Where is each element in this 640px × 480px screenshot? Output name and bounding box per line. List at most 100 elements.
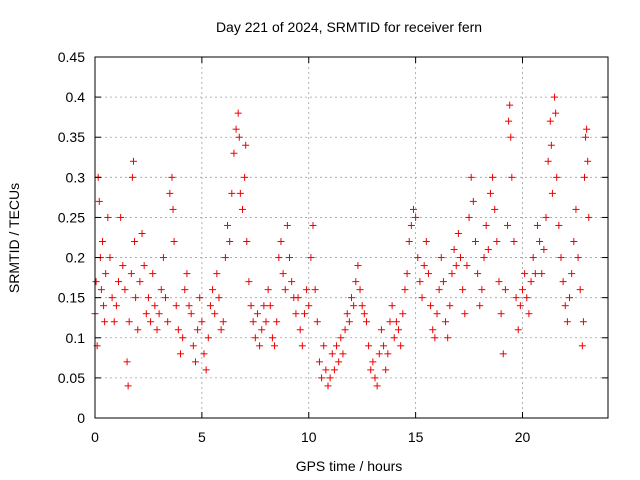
data-point: [360, 310, 368, 318]
data-point: [202, 366, 210, 374]
data-point: [121, 286, 129, 294]
data-point: [209, 286, 217, 294]
data-point: [219, 318, 227, 326]
x-tick-label: 15: [408, 429, 424, 445]
data-point: [238, 205, 246, 213]
data-point: [527, 278, 535, 286]
data-point: [232, 125, 240, 133]
data-point: [519, 286, 526, 294]
data-point: [583, 125, 591, 133]
data-point: [98, 238, 106, 246]
data-point: [97, 286, 105, 294]
data-point: [206, 302, 214, 310]
data-point: [448, 270, 456, 278]
data-point: [405, 238, 413, 246]
data-point: [403, 270, 411, 278]
data-point: [420, 262, 428, 270]
data-point: [194, 326, 202, 334]
data-point: [144, 294, 152, 302]
data-point: [559, 278, 567, 286]
y-tick-label: 0: [77, 410, 85, 426]
data-point: [127, 270, 135, 278]
data-point: [561, 302, 569, 310]
data-point: [450, 246, 458, 254]
y-tick-label: 0.1: [66, 330, 86, 346]
data-point: [523, 294, 531, 302]
data-point: [172, 302, 180, 310]
data-point: [482, 221, 490, 229]
data-point: [286, 254, 294, 262]
data-point: [542, 213, 550, 221]
data-point: [568, 270, 576, 278]
data-point: [217, 326, 225, 334]
data-point: [476, 302, 484, 310]
data-point: [335, 358, 343, 366]
data-point: [563, 318, 571, 326]
data-point: [124, 382, 132, 390]
data-point: [457, 254, 465, 262]
data-point: [582, 133, 590, 141]
data-point: [264, 286, 272, 294]
axis-ticks: 0 0.05 0.1 0.15 0.2 0.25 0.3 0.35 0.4 0.45 0 5 10 15 2…: [58, 49, 608, 445]
data-point: [277, 238, 285, 246]
data-point: [242, 141, 250, 149]
data-point: [343, 310, 351, 318]
data-point: [328, 350, 336, 358]
data-point: [480, 254, 488, 262]
data-point: [157, 286, 165, 294]
data-point: [256, 342, 264, 350]
data-point: [247, 302, 255, 310]
data-point: [318, 374, 326, 382]
data-point: [388, 302, 396, 310]
data-point: [311, 286, 319, 294]
data-point: [555, 221, 563, 229]
data-point: [179, 334, 187, 342]
data-point: [465, 213, 473, 221]
data-point: [320, 342, 328, 350]
data-point: [348, 294, 355, 302]
data-point: [546, 117, 554, 125]
data-point: [134, 326, 142, 334]
y-tick-label: 0.25: [58, 209, 85, 225]
data-point: [585, 213, 593, 221]
data-point: [540, 246, 548, 254]
data-point: [234, 109, 242, 117]
data-point: [196, 294, 204, 302]
data-point: [262, 318, 270, 326]
data-point: [309, 221, 317, 229]
y-tick-label: 0.35: [58, 129, 85, 145]
data-point: [407, 221, 415, 229]
data-point: [117, 213, 125, 221]
data-point: [576, 286, 584, 294]
data-point: [131, 238, 139, 246]
data-point: [416, 278, 424, 286]
data-point: [531, 270, 539, 278]
data-point: [337, 334, 345, 342]
data-point: [204, 334, 212, 342]
data-point: [478, 286, 486, 294]
data-point: [504, 221, 512, 229]
y-tick-label: 0.2: [66, 250, 86, 266]
data-point: [536, 238, 544, 246]
data-point: [119, 262, 127, 270]
data-point: [506, 101, 514, 109]
data-point: [92, 278, 100, 286]
data-point: [424, 270, 432, 278]
data-point: [174, 326, 182, 334]
data-point: [491, 205, 499, 213]
data-point: [200, 350, 208, 358]
data-point: [330, 366, 338, 374]
data-point: [358, 302, 366, 310]
data-point: [471, 238, 479, 246]
data-point: [493, 238, 501, 246]
data-point: [268, 334, 276, 342]
data-point: [572, 205, 580, 213]
data-point: [553, 173, 561, 181]
data-point: [151, 302, 159, 310]
data-point: [412, 213, 420, 221]
data-point: [501, 286, 509, 294]
data-point: [345, 318, 353, 326]
data-point: [461, 310, 469, 318]
data-point: [169, 205, 177, 213]
